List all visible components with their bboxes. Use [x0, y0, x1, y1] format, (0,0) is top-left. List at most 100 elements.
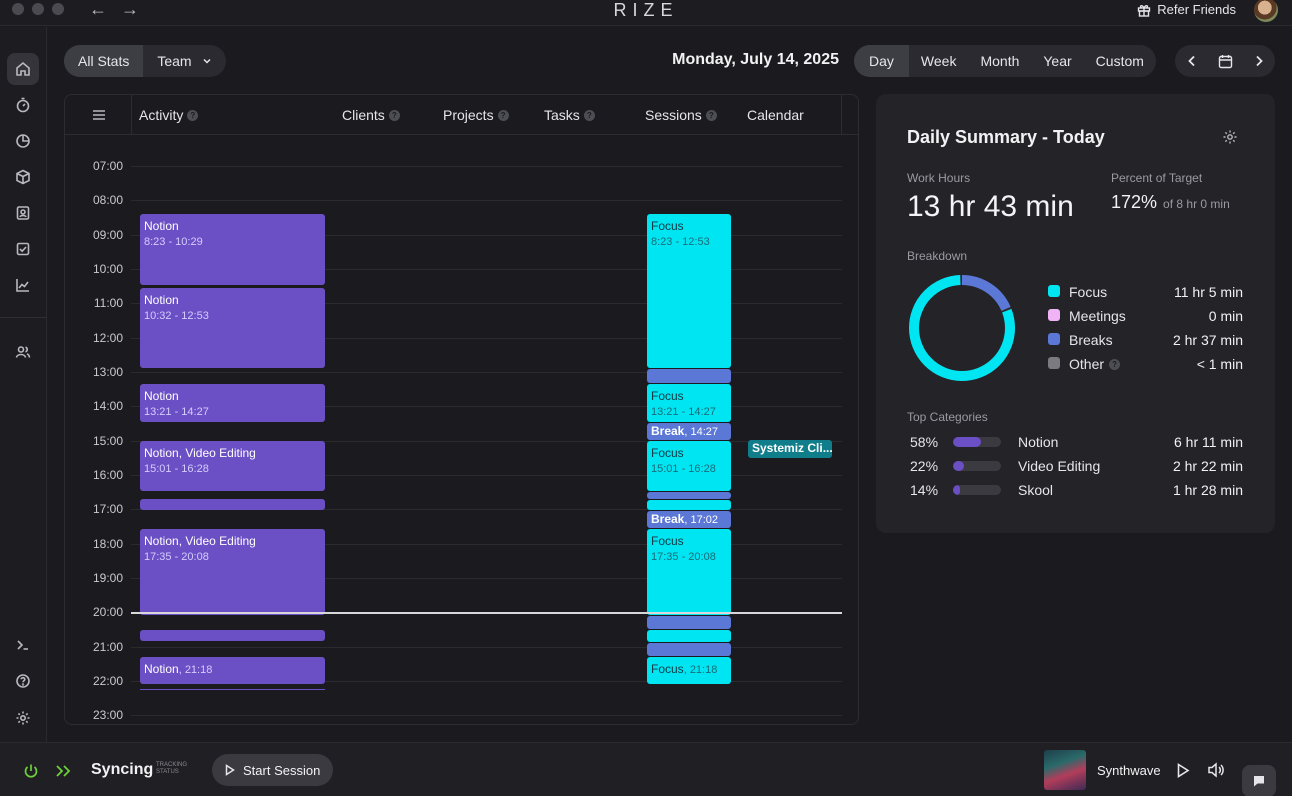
activity-block[interactable]: Notion 10:32 - 12:53	[140, 288, 325, 368]
current-time-line	[131, 612, 842, 614]
timer-icon[interactable]	[7, 89, 39, 121]
tab-week[interactable]: Week	[920, 53, 957, 69]
activity-block[interactable]: Notion 8:23 - 10:29	[140, 214, 325, 285]
activity-block-title: Notion, Video Editing	[144, 534, 256, 548]
session-block[interactable]	[647, 500, 731, 510]
sidebar	[0, 27, 47, 742]
column-clients[interactable]: Clients?	[342, 107, 400, 123]
column-sessions[interactable]: Sessions?	[645, 107, 717, 123]
tab-month[interactable]: Month	[980, 53, 1020, 69]
activity-block-time: 17:35 - 20:08	[144, 551, 209, 563]
hour-label: 18:00	[92, 537, 123, 551]
session-block[interactable]: Break, 17:02	[647, 511, 731, 528]
zoom-window-button[interactable]	[52, 3, 64, 15]
session-block-title: Break	[651, 512, 685, 526]
breakdown-donut-chart	[909, 275, 1015, 381]
activity-block-time: 8:23 - 10:29	[144, 236, 203, 248]
close-window-button[interactable]	[12, 3, 24, 15]
info-icon[interactable]: ?	[705, 109, 717, 121]
chevron-right-icon[interactable]	[1252, 54, 1266, 68]
info-icon[interactable]: ?	[497, 109, 509, 121]
chat-button[interactable]	[1242, 765, 1276, 796]
line-chart-icon[interactable]	[7, 269, 39, 301]
session-block-time: 8:23 - 12:53	[651, 236, 710, 248]
refer-friends-button[interactable]: Refer Friends	[1137, 2, 1236, 17]
column-projects[interactable]: Projects?	[443, 107, 509, 123]
fast-forward-icon[interactable]	[55, 763, 73, 779]
hour-gridline	[131, 200, 842, 201]
play-icon[interactable]	[1176, 763, 1190, 778]
session-block[interactable]	[647, 492, 731, 499]
hour-label: 11:00	[93, 296, 123, 310]
category-value: 1 hr 28 min	[1172, 482, 1243, 498]
hour-gridline	[131, 715, 842, 716]
work-hours-value: 13 hr 43 min	[907, 190, 1074, 223]
session-block[interactable]	[647, 369, 731, 383]
activity-block-time: 10:32 - 12:53	[144, 310, 209, 322]
session-block[interactable]	[647, 630, 731, 642]
avatar[interactable]	[1254, 0, 1278, 22]
back-arrow-icon[interactable]: ←	[89, 0, 107, 19]
session-block[interactable]: Focus 15:01 - 16:28	[647, 441, 731, 491]
session-block[interactable]: Focus 17:35 - 20:08	[647, 529, 731, 615]
column-calendar[interactable]: Calendar	[747, 107, 804, 123]
contact-card-icon[interactable]	[7, 197, 39, 229]
hour-label: 14:00	[92, 399, 123, 413]
album-art[interactable]	[1044, 750, 1086, 790]
home-icon[interactable]	[7, 53, 39, 85]
team-icon[interactable]	[7, 336, 39, 368]
tab-team-label: Team	[157, 53, 192, 69]
session-block[interactable]: Break, 14:27	[647, 423, 731, 440]
hour-gridline	[131, 681, 842, 682]
minimize-window-button[interactable]	[32, 3, 44, 15]
session-block[interactable]: Focus, 21:18	[647, 657, 731, 684]
info-icon[interactable]: ?	[1109, 358, 1121, 370]
tab-all-stats[interactable]: All Stats	[64, 45, 144, 77]
cube-icon[interactable]	[7, 161, 39, 193]
session-block[interactable]	[647, 643, 731, 656]
session-block-title: Break	[651, 424, 685, 438]
column-tasks[interactable]: Tasks?	[544, 107, 595, 123]
hour-gridline	[131, 475, 842, 476]
volume-icon[interactable]	[1207, 762, 1225, 778]
session-block[interactable]	[647, 616, 731, 629]
forward-arrow-icon[interactable]: →	[121, 0, 139, 19]
calendar-event[interactable]: Systemiz Cli...	[748, 440, 832, 458]
hour-label: 23:00	[92, 708, 123, 722]
sidebar-divider	[0, 317, 47, 318]
column-activity-label: Activity	[139, 107, 184, 123]
pie-chart-icon[interactable]	[7, 125, 39, 157]
percent-target-of: of 8 hr 0 min	[1163, 197, 1230, 211]
help-icon[interactable]	[7, 665, 39, 697]
tracking-status: Syncing	[91, 761, 154, 778]
info-icon[interactable]: ?	[388, 109, 400, 121]
chevron-left-icon[interactable]	[1185, 54, 1199, 68]
activity-block[interactable]	[140, 630, 325, 641]
checkbox-icon[interactable]	[7, 233, 39, 265]
activity-block[interactable]	[140, 499, 325, 510]
tab-day[interactable]: Day	[854, 45, 909, 77]
info-icon[interactable]: ?	[583, 109, 595, 121]
activity-block[interactable]: Notion 13:21 - 14:27	[140, 384, 325, 422]
settings-gear-icon[interactable]	[1222, 129, 1238, 145]
power-icon[interactable]	[23, 763, 39, 779]
category-bar	[953, 437, 1001, 447]
hamburger-menu-icon[interactable]	[92, 108, 106, 122]
session-block[interactable]: Focus 13:21 - 14:27	[647, 384, 731, 422]
percent-target-label: Percent of Target	[1111, 171, 1203, 185]
tab-year[interactable]: Year	[1043, 53, 1072, 69]
settings-gear-icon[interactable]	[7, 702, 39, 734]
activity-block[interactable]: Notion, Video Editing 17:35 - 20:08	[140, 529, 325, 615]
category-name: Skool	[1018, 482, 1054, 498]
column-activity[interactable]: Activity?	[139, 107, 199, 123]
start-session-button[interactable]: Start Session	[212, 754, 334, 786]
calendar-icon[interactable]	[1218, 54, 1233, 69]
activity-block[interactable]: Notion, Video Editing 15:01 - 16:28	[140, 441, 325, 491]
session-block[interactable]: Focus 8:23 - 12:53	[647, 214, 731, 368]
activity-block[interactable]: Notion, 21:18	[140, 657, 325, 684]
tab-custom[interactable]: Custom	[1095, 53, 1144, 69]
hour-gridline	[131, 647, 842, 648]
tab-team[interactable]: Team	[143, 45, 225, 77]
info-icon[interactable]: ?	[187, 109, 199, 121]
terminal-icon[interactable]	[7, 629, 39, 661]
